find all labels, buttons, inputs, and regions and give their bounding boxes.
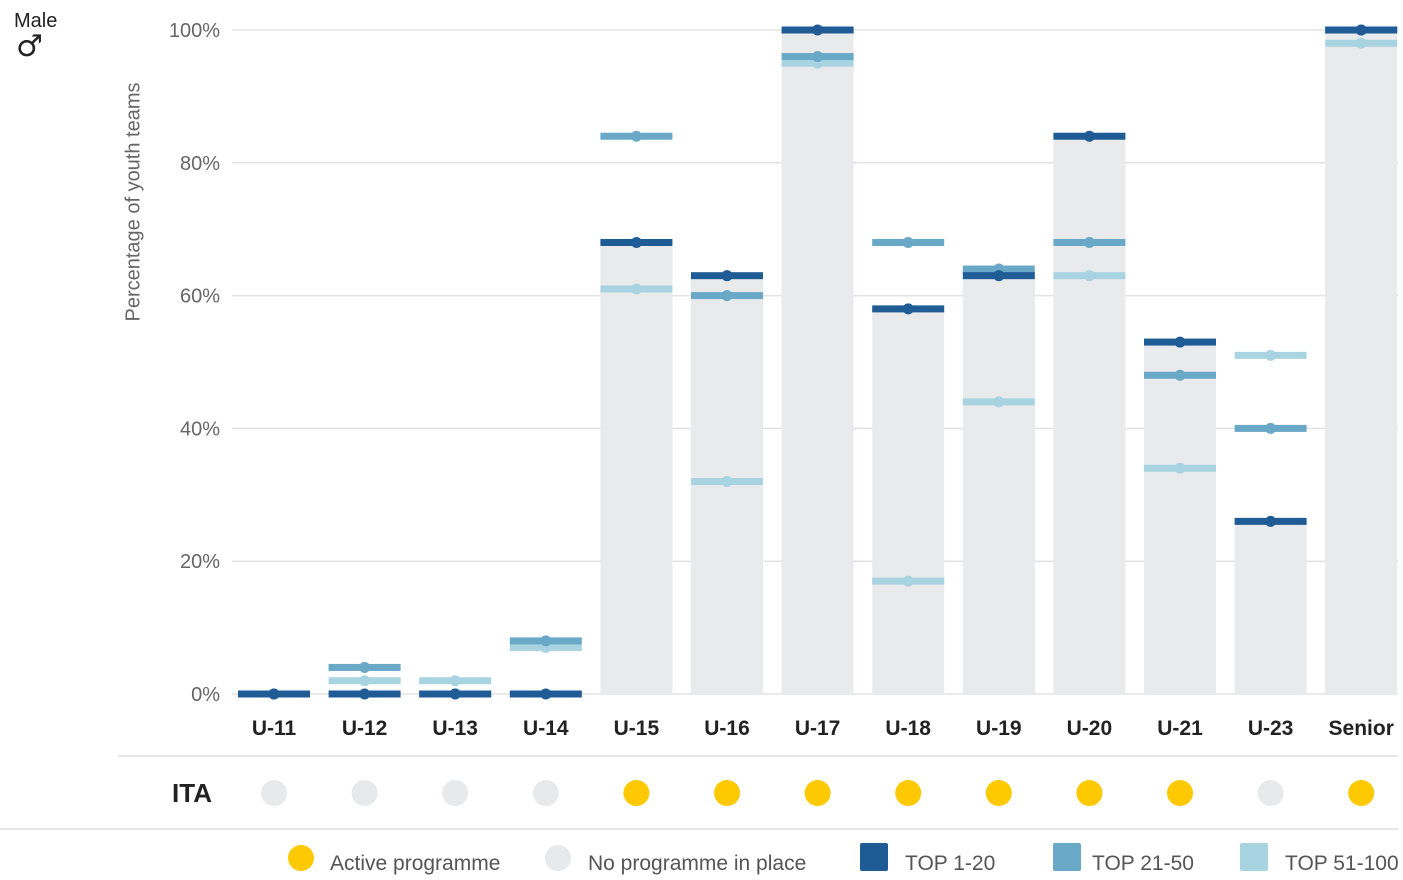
y-axis-ticks: 0% 20% 40% 60% 80% 100% <box>169 20 220 706</box>
x-tick-label: U-21 <box>1157 717 1203 740</box>
bar <box>1053 136 1126 695</box>
series-marker-point <box>359 675 371 687</box>
series-marker-point <box>812 51 824 63</box>
gender-label: Male <box>14 10 58 32</box>
series-marker-point <box>1265 349 1277 361</box>
bar <box>781 30 854 694</box>
bar <box>600 242 673 695</box>
series-marker-point <box>1174 336 1186 348</box>
x-tick-label: U-15 <box>614 717 660 740</box>
x-tick-label: U-12 <box>342 717 388 740</box>
legend-label-top3: TOP 51-100 <box>1285 852 1399 875</box>
series-marker-point <box>359 688 371 700</box>
series-markers <box>238 24 1398 700</box>
series-marker-point <box>902 303 914 315</box>
y-tick-label: 80% <box>180 153 220 175</box>
bar <box>1144 342 1216 694</box>
series-marker-point <box>540 635 552 647</box>
series-marker-point <box>1083 270 1095 282</box>
x-tick-label: U-23 <box>1248 717 1294 740</box>
y-axis-label: Percentage of youth teams <box>122 82 145 322</box>
series-marker-point <box>812 24 824 36</box>
chart: 0%20%40%60%80%100% U-11 U-12 U-13 U-14 U-15 U… <box>0 20 1398 830</box>
series-marker-point <box>1265 515 1277 527</box>
ita-none-dot <box>351 780 378 806</box>
legend: Active programme No programme in place T… <box>0 840 1403 880</box>
ita-active-dot <box>804 780 831 806</box>
series-marker-point <box>721 290 733 302</box>
top1-swatch-icon <box>860 843 888 871</box>
series-marker-point <box>721 270 733 282</box>
bar <box>872 308 945 694</box>
y-tick-label: 20% <box>180 551 220 573</box>
series-marker-point <box>1083 236 1095 248</box>
series-marker-point <box>1355 37 1367 49</box>
series-marker-point <box>268 688 280 700</box>
male-symbol-icon: ♂ <box>16 29 43 64</box>
y-tick-label: 0% <box>191 684 220 706</box>
series-marker-point <box>449 675 461 687</box>
series-marker-point <box>902 236 914 248</box>
x-tick-label: U-19 <box>976 717 1022 740</box>
series-marker-point <box>630 283 642 295</box>
bar <box>962 269 1035 694</box>
y-tick-label: 40% <box>180 418 220 440</box>
bars <box>600 30 1398 695</box>
legend-label-top2: TOP 21-50 <box>1092 852 1194 875</box>
ita-none-dot <box>442 780 469 806</box>
ita-active-dot <box>1167 780 1193 806</box>
legend-label-none: No programme in place <box>588 852 807 875</box>
ita-active-dot <box>623 780 650 806</box>
ita-row: ITA <box>172 778 1375 808</box>
series-marker-point <box>1355 24 1367 36</box>
x-tick-label: U-14 <box>523 717 569 740</box>
series-marker-point <box>630 130 642 142</box>
series-marker-point <box>902 575 914 587</box>
ita-active-dot <box>714 780 740 806</box>
series-marker-point <box>721 476 733 488</box>
legend-label-top1: TOP 1-20 <box>905 852 996 875</box>
series-marker-point <box>993 396 1005 408</box>
y-tick-label: 100% <box>169 20 220 42</box>
series-marker-point <box>359 661 371 673</box>
ita-none-dot <box>261 780 287 806</box>
series-marker-point <box>540 688 552 700</box>
legend-label-active: Active programme <box>330 852 501 875</box>
y-tick-label: 60% <box>180 286 220 308</box>
series-marker-point <box>449 688 461 700</box>
ita-active-dot <box>895 780 922 806</box>
active-swatch-icon <box>288 845 314 871</box>
ita-active-dot <box>1076 780 1103 806</box>
x-axis-ticks: U-11 U-12 U-13 U-14 U-15 U-16 U-17 U-18 U-19 U-20… <box>252 717 1394 740</box>
top2-swatch-icon <box>1053 843 1081 871</box>
top3-swatch-icon <box>1240 843 1268 871</box>
series-marker-point <box>1174 369 1186 381</box>
series-marker-point <box>1083 130 1095 142</box>
x-tick-label: U-20 <box>1067 717 1113 740</box>
x-tick-label: U-11 <box>252 717 297 740</box>
ita-row-label: ITA <box>172 778 212 808</box>
ita-none-dot <box>532 780 559 806</box>
series-marker-point <box>630 236 642 248</box>
bar <box>1234 521 1307 694</box>
ita-active-dot <box>1348 780 1375 806</box>
x-tick-label: U-13 <box>432 717 478 740</box>
ita-active-dot <box>985 780 1012 806</box>
x-tick-label: U-16 <box>704 717 750 740</box>
x-tick-label: U-17 <box>795 717 841 740</box>
series-marker-point <box>1265 422 1277 434</box>
ita-none-dot <box>1257 780 1284 806</box>
series-marker-point <box>993 270 1005 282</box>
x-tick-label: U-18 <box>885 717 931 740</box>
series-marker-point <box>1174 462 1186 474</box>
x-tick-label: Senior <box>1329 717 1394 740</box>
none-swatch-icon <box>545 845 571 871</box>
bar <box>1325 30 1398 694</box>
